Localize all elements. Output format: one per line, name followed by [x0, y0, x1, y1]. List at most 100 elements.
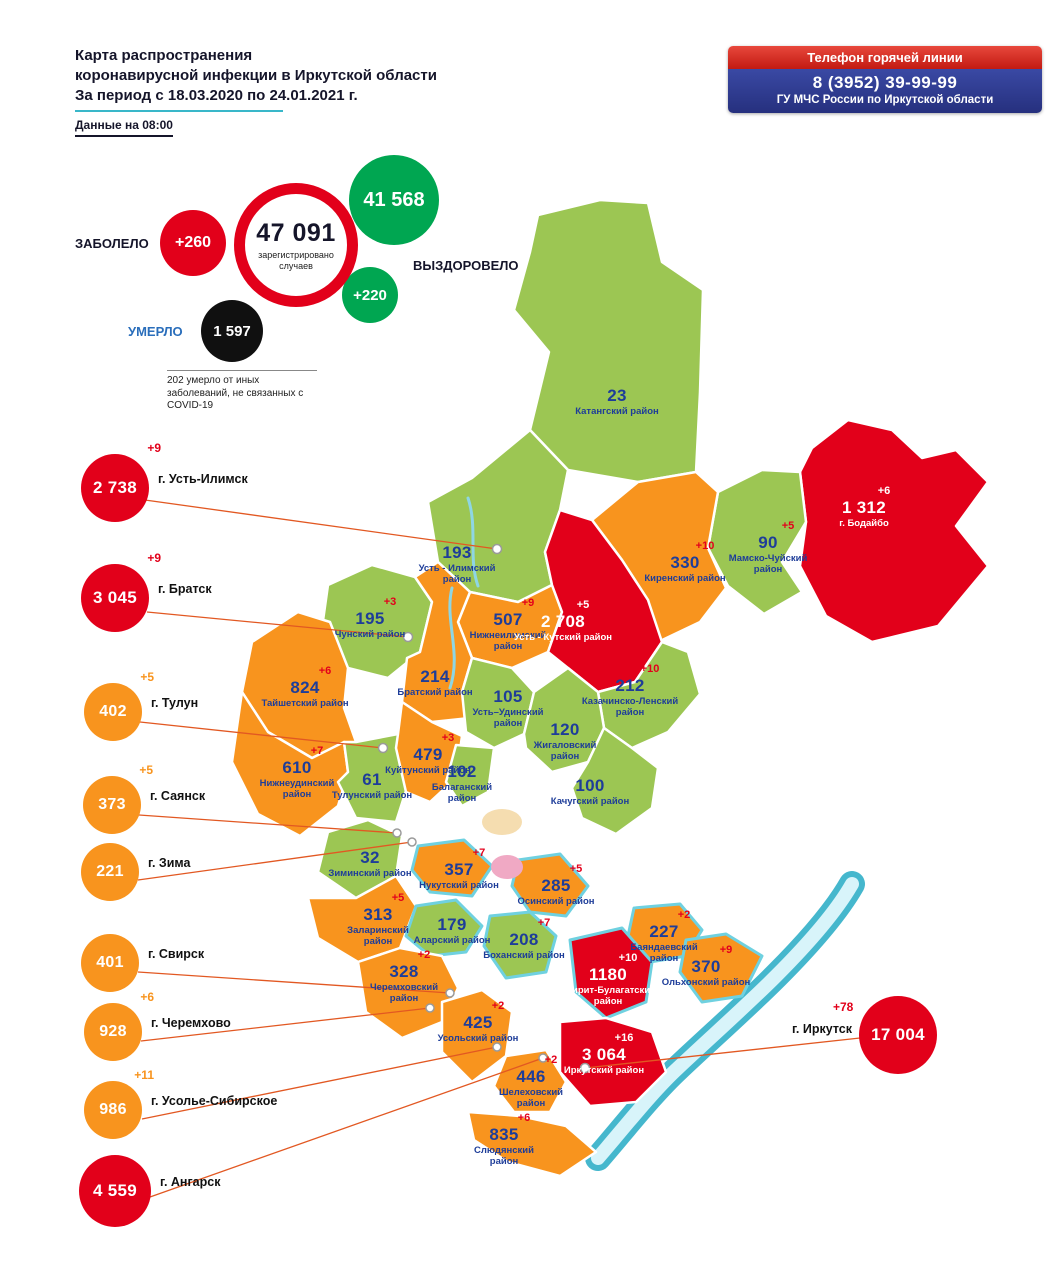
- city-name: г. Усолье-Сибирское: [151, 1094, 278, 1108]
- region-shape-nukutsky: [410, 838, 494, 898]
- leader-line-irkutsk: [584, 1037, 861, 1069]
- region-shape-olkhonsky: [678, 932, 764, 1004]
- ust-ilimsk-reservoir: [466, 496, 480, 588]
- region-shape-ust-udinsky: [460, 656, 536, 750]
- lake-baikal-surface: [591, 877, 859, 1165]
- sick-delta-circle: +260: [160, 210, 226, 276]
- city-name: г. Братск: [158, 582, 212, 596]
- hotline-phone: 8 (3952) 39-99-99: [812, 73, 958, 92]
- city-name: г. Тулун: [151, 696, 199, 710]
- hotline-title: Телефон горячей линии: [728, 46, 1042, 69]
- city-name: г. Свирск: [148, 947, 205, 961]
- city-name: г. Усть-Илимск: [158, 472, 248, 486]
- recovered-label: ВЫЗДОРОВЕЛО: [413, 258, 519, 273]
- dot-zima: [407, 837, 417, 847]
- city-delta: +9: [147, 551, 161, 565]
- city-badge-zima: 221 г. Зима: [81, 843, 190, 901]
- city-value-circle: 17 004: [859, 996, 937, 1074]
- leader-line-svirsk: [137, 971, 451, 994]
- title-line3: За период с 18.03.2020 по 24.01.2021 г.: [75, 87, 358, 104]
- region-shape-osinsky: [510, 852, 590, 918]
- lake-baikal: [585, 871, 865, 1171]
- leader-line-angarsk: [149, 1057, 544, 1198]
- region-shape-tulunsky: [336, 732, 412, 824]
- recovered-delta-circle: +220: [342, 267, 398, 323]
- dot-irkutsk: [579, 1062, 591, 1074]
- data-time-label: Данные на 08:00: [75, 118, 173, 137]
- title-line2: коронавирусной инфекции в Иркутской обла…: [75, 67, 437, 84]
- dot-usolye: [492, 1042, 502, 1052]
- city-badge-sayansk: +5 373 г. Саянск: [83, 763, 205, 834]
- total-cases-caption: зарегистрировано случаев: [258, 250, 334, 271]
- dot-cheremkhovo: [425, 1003, 435, 1013]
- city-badge-angarsk: 4 559 г. Ангарск: [79, 1155, 220, 1227]
- leader-line-zima: [137, 841, 413, 881]
- leader-lines: [137, 499, 861, 1198]
- city-delta: +78: [833, 1000, 854, 1014]
- bratsk-reservoir: [448, 586, 456, 690]
- total-cases-circle: 47 091 зарегистрировано случаев: [234, 183, 358, 307]
- leader-line-bratsk: [146, 611, 409, 638]
- city-badge-tulun: +5 402 г. Тулун: [84, 670, 198, 741]
- city-name: г. Саянск: [150, 789, 206, 803]
- dot-tulun: [377, 742, 389, 754]
- city-name: г. Ангарск: [160, 1175, 221, 1189]
- reservoirs: [448, 496, 480, 690]
- city-badge-usolye-sibirskoe: +11 986 г. Усолье-Сибирское: [84, 1068, 277, 1139]
- city-value-circle: 4 559: [79, 1155, 151, 1227]
- city-badge-svirsk: 401 г. Свирск: [81, 934, 204, 992]
- region-shape-mamsko-chuisky: [706, 468, 808, 616]
- region-shape-shelekhovsky: [492, 1048, 568, 1114]
- city-delta: +5: [139, 763, 153, 777]
- city-delta: +5: [140, 670, 154, 684]
- city-badge-irkutsk: +78 17 004 г. Иркутск: [792, 996, 937, 1074]
- region-shape-katangsky: [512, 198, 705, 484]
- dot-angarsk: [538, 1053, 548, 1063]
- city-name: г. Зима: [148, 856, 191, 870]
- died-note: 202 умерло от иных заболеваний, не связа…: [167, 370, 317, 413]
- city-value-circle: 402: [84, 683, 142, 741]
- city-area-pink: [491, 855, 523, 879]
- city-value-circle: 3 045: [81, 564, 149, 632]
- region-shape-bodaibo: [798, 418, 990, 644]
- hotline-body: 8 (3952) 39-99-99 ГУ МЧС России по Иркут…: [728, 69, 1042, 113]
- title-underline: [75, 110, 283, 112]
- region-shape-bokhansky: [482, 910, 558, 980]
- total-cases-value: 47 091: [256, 219, 336, 248]
- region-shapes: [230, 198, 990, 1178]
- city-value-circle: 373: [83, 776, 141, 834]
- leader-line-usolye: [141, 1046, 498, 1120]
- city-name: г. Черемхово: [151, 1016, 231, 1030]
- city-badge-bratsk: +9 3 045 г. Братск: [81, 551, 212, 632]
- city-delta: +6: [140, 990, 154, 1004]
- city-value-circle: 2 738: [81, 454, 149, 522]
- hotline-box: Телефон горячей линии 8 (3952) 39-99-99 …: [728, 46, 1042, 113]
- died-label: УМЕРЛО: [128, 324, 183, 339]
- city-value-circle: 986: [84, 1081, 142, 1139]
- region-shape-kuitunsky: [394, 700, 464, 804]
- title-line1: Карта распространения: [75, 47, 253, 64]
- hotline-org: ГУ МЧС России по Иркутской области: [776, 94, 994, 106]
- dot-bratsk: [402, 631, 414, 643]
- region-shape-alarsky: [404, 898, 484, 958]
- region-shape-slyudyansky: [466, 1110, 598, 1178]
- dot-sayansk: [392, 828, 402, 838]
- city-badge-ust-ilimsk: +9 2 738 г. Усть-Илимск: [81, 441, 248, 522]
- connector-dots: [377, 543, 591, 1074]
- leader-line-cheremkhovo: [140, 1007, 431, 1042]
- page-title: Карта распространения коронавирусной инф…: [75, 46, 437, 106]
- city-delta: +9: [147, 441, 161, 455]
- died-circle: 1 597: [201, 300, 263, 362]
- leader-line-sayansk: [138, 814, 398, 834]
- city-area-light: [482, 809, 522, 835]
- city-badge-cheremkhovo: +6 928 г. Черемхово: [84, 990, 231, 1061]
- city-delta: +11: [134, 1068, 154, 1082]
- city-name: г. Иркутск: [791, 1022, 852, 1036]
- region-shape-irkutsky: [558, 1016, 668, 1108]
- recovered-circle: 41 568: [349, 155, 439, 245]
- city-areas: [482, 809, 523, 879]
- city-value-circle: 221: [81, 843, 139, 901]
- sick-label: ЗАБОЛЕЛО: [75, 236, 149, 251]
